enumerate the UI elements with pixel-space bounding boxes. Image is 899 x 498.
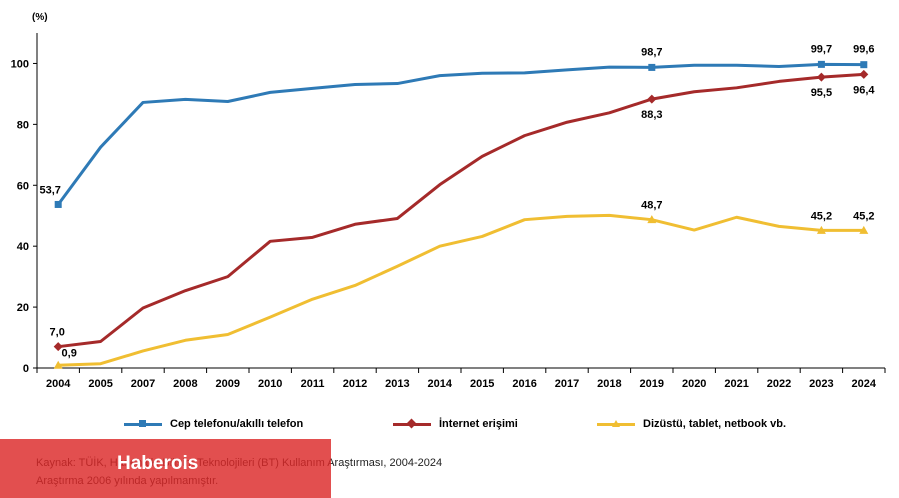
data-label: 0,9 — [62, 347, 77, 359]
data-label: 45,2 — [811, 210, 832, 222]
data-label: 98,7 — [641, 46, 662, 58]
legend-item-mobile: Cep telefonu/akıllı telefon — [124, 418, 303, 430]
data-point-triangle — [647, 215, 657, 224]
watermark-logo-text: Haberois — [117, 453, 199, 474]
data-point-square — [54, 200, 62, 208]
x-tick-label: 2022 — [767, 378, 791, 390]
x-tick-label: 2016 — [512, 378, 536, 390]
legend-swatch-diamond-icon — [393, 418, 431, 430]
data-label: 95,5 — [811, 87, 832, 99]
y-tick-label: 100 — [11, 58, 29, 70]
x-axis-ticks: 2004 2005 2007 2008 2009 2010 2011 2012 2013 2014… — [36, 368, 886, 390]
legend-item-internet: İnternet erişimi — [393, 418, 518, 430]
x-tick-label: 2012 — [343, 378, 367, 390]
x-tick-label: 2018 — [597, 378, 621, 390]
legend-label-laptop: Dizüstü, tablet, netbook vb. — [643, 418, 787, 430]
series-line — [58, 72, 864, 349]
data-label: 96,4 — [853, 84, 875, 96]
y-tick-label: 20 — [17, 302, 29, 314]
data-point-triangle — [816, 225, 826, 234]
data-point-square — [817, 60, 825, 68]
x-tick-label: 2017 — [555, 378, 579, 390]
x-tick-label: 2024 — [852, 378, 877, 390]
x-tick-label: 2021 — [724, 378, 748, 390]
x-tick-label: 2019 — [640, 378, 664, 390]
legend-label-internet: İnternet erişimi — [439, 418, 518, 430]
y-tick-label: 60 — [17, 180, 29, 192]
x-tick-label: 2009 — [216, 378, 240, 390]
legend-swatch-square-icon — [124, 418, 162, 430]
legend-label-mobile: Cep telefonu/akıllı telefon — [170, 418, 304, 430]
data-point-diamond — [647, 94, 657, 104]
data-labels-group: 53,7 98,7 99,7 99,6 7,0 88,3 95,5 96,4 0,9 48,7 45… — [39, 43, 875, 359]
data-point-diamond — [816, 72, 826, 82]
x-tick-label: 2014 — [428, 378, 453, 390]
data-point-diamond — [53, 342, 63, 352]
x-tick-label: 2007 — [131, 378, 155, 390]
x-tick-label: 2004 — [46, 378, 71, 390]
x-tick-label: 2008 — [173, 378, 197, 390]
y-axis-unit-label: (%) — [32, 12, 48, 23]
data-point-diamond — [859, 69, 869, 79]
data-label: 53,7 — [39, 184, 60, 196]
x-tick-label: 2005 — [88, 378, 112, 390]
data-label: 7,0 — [50, 327, 65, 339]
y-tick-label: 40 — [17, 241, 29, 253]
line-chart: (%) 0 20 40 60 80 100 2004 2005 2007 2008 2009 201… — [11, 12, 886, 390]
legend-item-laptop: Dizüstü, tablet, netbook vb. — [597, 418, 786, 430]
x-tick-label: 2011 — [301, 378, 325, 390]
x-tick-label: 2020 — [682, 378, 706, 390]
x-tick-label: 2010 — [258, 378, 282, 390]
legend: Cep telefonu/akıllı telefon İnternet eri… — [0, 418, 899, 434]
series-group — [53, 60, 869, 369]
series-line — [56, 62, 864, 206]
legend-swatch-triangle-icon — [597, 418, 635, 430]
y-axis-ticks: 0 20 40 60 80 100 — [11, 58, 37, 375]
y-tick-label: 80 — [17, 119, 29, 131]
data-point-square — [648, 63, 656, 71]
data-label: 99,6 — [853, 44, 874, 56]
data-point-square — [860, 61, 868, 69]
data-point-triangle — [859, 225, 869, 234]
x-tick-label: 2013 — [385, 378, 409, 390]
series-line — [58, 213, 864, 367]
data-point-triangle — [53, 360, 63, 369]
watermark-overlay: Haberois — [0, 439, 331, 498]
x-tick-label: 2023 — [809, 378, 833, 390]
data-label: 88,3 — [641, 109, 662, 121]
y-tick-label: 0 — [23, 363, 29, 375]
data-label: 45,2 — [853, 210, 874, 222]
x-tick-label: 2015 — [470, 378, 494, 390]
data-label: 48,7 — [641, 200, 662, 212]
data-label: 99,7 — [811, 43, 832, 55]
